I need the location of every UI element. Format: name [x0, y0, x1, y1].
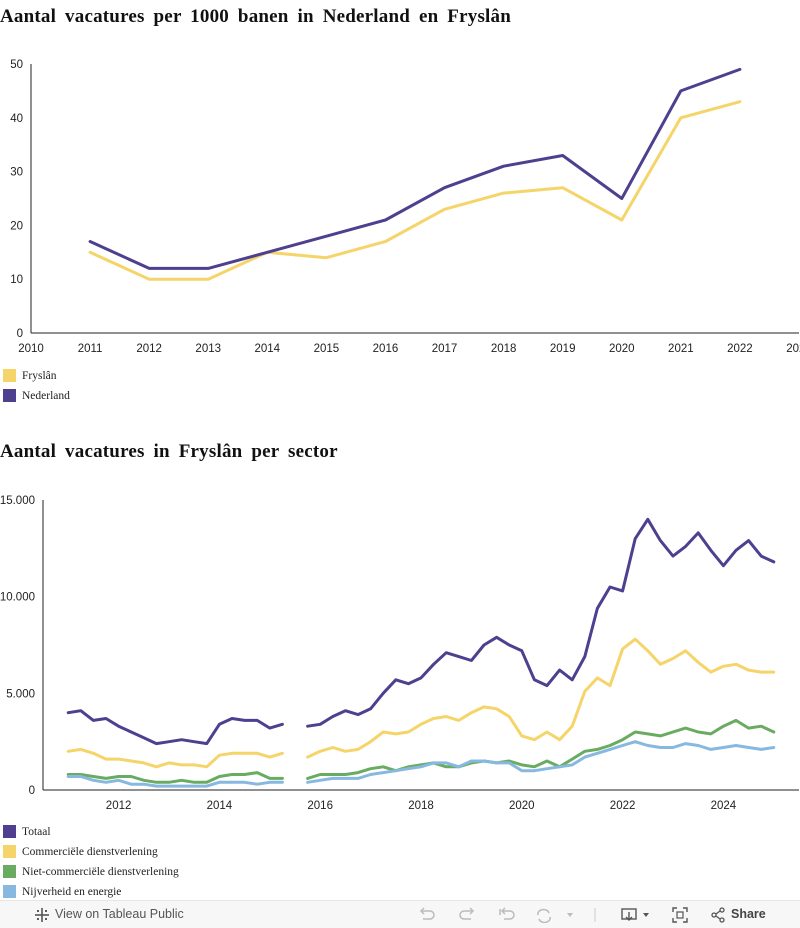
- x-tick-label: 2012: [136, 343, 162, 355]
- series-line-totaal: [66, 517, 776, 746]
- series-line-frysl-n: [88, 100, 742, 281]
- legend-item[interactable]: Nijverheid en energie: [0, 882, 179, 902]
- x-tick-label: 2012: [106, 800, 132, 812]
- legend-label: Nijverheid en energie: [22, 886, 122, 898]
- legend-swatch: [3, 845, 16, 858]
- x-tick-label: 2010: [18, 343, 44, 355]
- legend-label: Niet-commerciële dienstverlening: [22, 866, 179, 878]
- revert-button[interactable]: [498, 901, 516, 928]
- share-icon: [710, 906, 726, 923]
- chart2-legend: Totaal Commerciële dienstverlening Niet-co…: [0, 822, 179, 902]
- series-line-commerci-le-dienstverlening: [66, 637, 776, 769]
- legend-label: Commerciële dienstverlening: [22, 846, 158, 858]
- y-tick-label: 50: [10, 59, 23, 71]
- x-tick-label: 2022: [727, 343, 753, 355]
- toolbar-divider: [594, 901, 596, 928]
- x-tick-label: 2014: [255, 343, 281, 355]
- legend-item[interactable]: Totaal: [0, 822, 179, 842]
- x-tick-label: 2021: [668, 343, 694, 355]
- x-tick-label: 2017: [432, 343, 458, 355]
- y-tick-label: 10.000: [0, 592, 35, 604]
- y-tick-label: 5.000: [6, 688, 35, 700]
- download-button[interactable]: [621, 901, 650, 928]
- x-tick-label: 2019: [550, 343, 576, 355]
- tableau-logo-icon: [34, 907, 50, 923]
- legend-item[interactable]: Fryslân: [0, 366, 70, 386]
- legend-label: Nederland: [22, 390, 70, 402]
- x-tick-label: 2011: [78, 343, 103, 355]
- legend-label: Fryslân: [22, 370, 57, 382]
- series-line-nijverheid-en-energie: [66, 740, 776, 788]
- chart1-legend: Fryslân Nederland: [0, 366, 70, 406]
- x-tick-label: 2014: [207, 800, 233, 812]
- legend-item[interactable]: Commerciële dienstverlening: [0, 842, 179, 862]
- y-tick-label: 0: [29, 785, 35, 797]
- y-tick-label: 15.000: [0, 495, 35, 507]
- x-tick-label: 2024: [711, 800, 737, 812]
- x-tick-label: 2013: [195, 343, 221, 355]
- legend-label: Totaal: [22, 826, 51, 838]
- revert-icon: [498, 906, 516, 923]
- share-label: Share: [731, 907, 766, 921]
- legend-swatch: [3, 825, 16, 838]
- download-icon: [621, 907, 639, 923]
- chevron-down-icon: [642, 911, 650, 919]
- tableau-toolbar: View on Tableau Public Share: [0, 900, 800, 928]
- chart2-title: Aantal vacatures in Fryslân per sector: [0, 441, 338, 462]
- view-on-tableau-label: View on Tableau Public: [55, 907, 184, 921]
- y-tick-label: 0: [17, 328, 23, 340]
- chart1-title: Aantal vacatures per 1000 banen in Neder…: [0, 6, 511, 27]
- legend-item[interactable]: Nederland: [0, 386, 70, 406]
- share-button[interactable]: Share: [710, 901, 766, 928]
- redo-button[interactable]: [458, 901, 476, 928]
- undo-button[interactable]: [418, 901, 436, 928]
- x-tick-label: 2023: [786, 343, 800, 355]
- x-tick-label: 2020: [609, 343, 635, 355]
- legend-item[interactable]: Niet-commerciële dienstverlening: [0, 862, 179, 882]
- y-tick-label: 10: [10, 274, 23, 286]
- legend-swatch: [3, 369, 16, 382]
- undo-icon: [418, 906, 436, 923]
- fullscreen-button[interactable]: [672, 901, 688, 928]
- x-tick-label: 2022: [610, 800, 636, 812]
- series-line-nederland: [88, 67, 742, 270]
- refresh-button[interactable]: [535, 901, 553, 928]
- legend-swatch: [3, 389, 16, 402]
- y-tick-label: 30: [10, 167, 23, 179]
- x-tick-label: 2015: [314, 343, 340, 355]
- refresh-icon: [535, 907, 553, 923]
- chevron-down-icon: [565, 910, 575, 920]
- y-tick-label: 20: [10, 220, 23, 232]
- series-line-niet-commerci-le-dienstverlening: [66, 718, 776, 784]
- y-tick-label: 40: [10, 113, 23, 125]
- legend-swatch: [3, 865, 16, 878]
- x-tick-label: 2018: [491, 343, 517, 355]
- chart2-plot: 15.000 10.000 5.000 0 2012 2014 2016 2018 2020 20…: [0, 495, 799, 812]
- pause-dropdown[interactable]: [565, 901, 575, 928]
- x-tick-label: 2020: [509, 800, 535, 812]
- x-tick-label: 2016: [307, 800, 333, 812]
- fullscreen-icon: [672, 906, 688, 923]
- redo-icon: [458, 906, 476, 923]
- x-tick-label: 2018: [408, 800, 434, 812]
- x-tick-label: 2016: [373, 343, 399, 355]
- legend-swatch: [3, 885, 16, 898]
- view-on-tableau-link[interactable]: View on Tableau Public: [34, 901, 184, 928]
